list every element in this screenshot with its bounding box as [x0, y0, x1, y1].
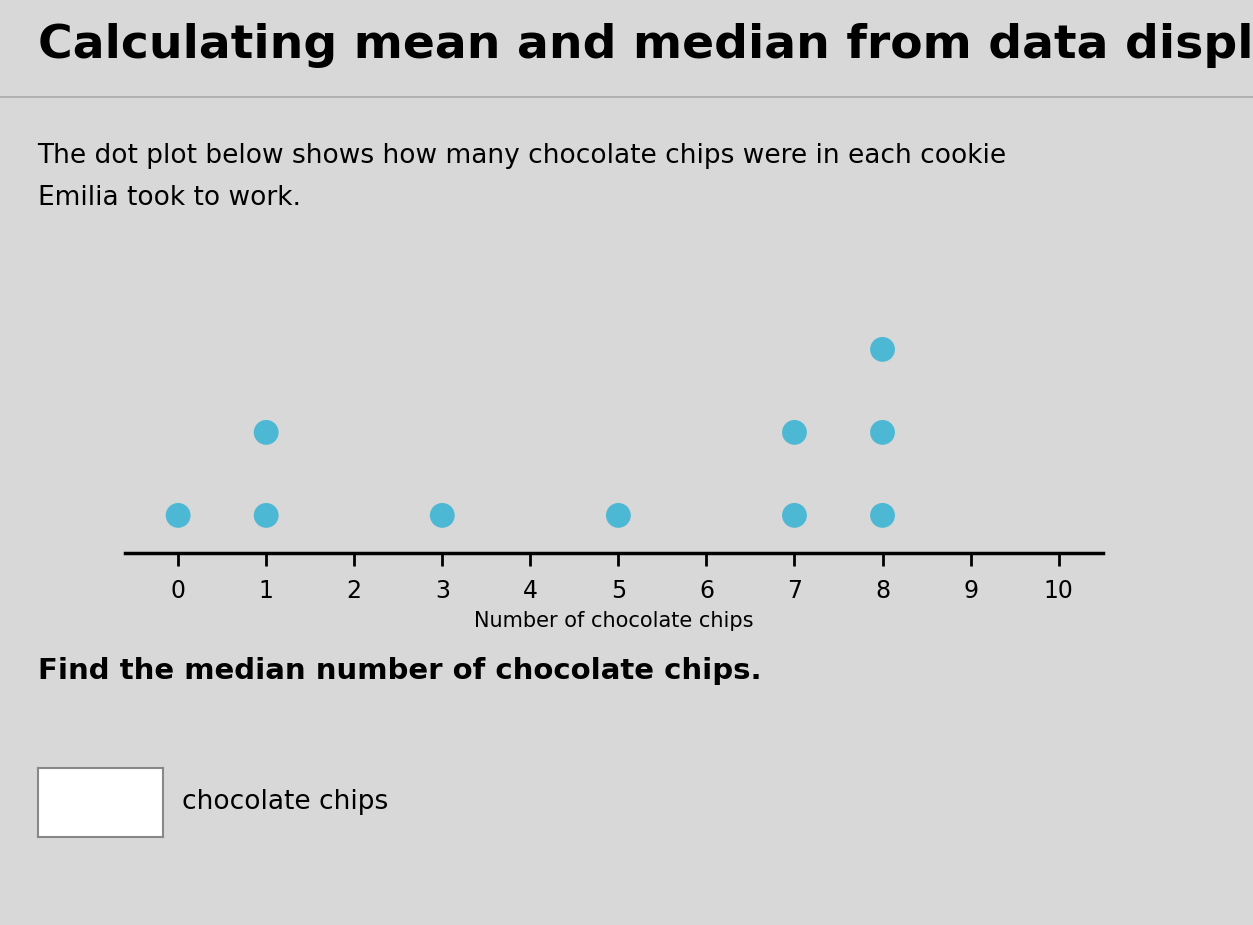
X-axis label: Number of chocolate chips: Number of chocolate chips [474, 611, 754, 632]
Point [168, 508, 188, 523]
Point [872, 508, 892, 523]
Point [872, 425, 892, 439]
Point [609, 508, 629, 523]
Point [784, 508, 804, 523]
Text: Find the median number of chocolate chips.: Find the median number of chocolate chip… [38, 657, 762, 684]
Point [256, 425, 276, 439]
Text: Calculating mean and median from data displays: Calculating mean and median from data di… [38, 23, 1253, 68]
Text: The dot plot below shows how many chocolate chips were in each cookie: The dot plot below shows how many chocol… [38, 143, 1006, 169]
Point [784, 425, 804, 439]
Point [256, 508, 276, 523]
Point [432, 508, 452, 523]
Point [872, 342, 892, 357]
Text: chocolate chips: chocolate chips [182, 789, 388, 816]
Text: Emilia took to work.: Emilia took to work. [38, 185, 301, 211]
